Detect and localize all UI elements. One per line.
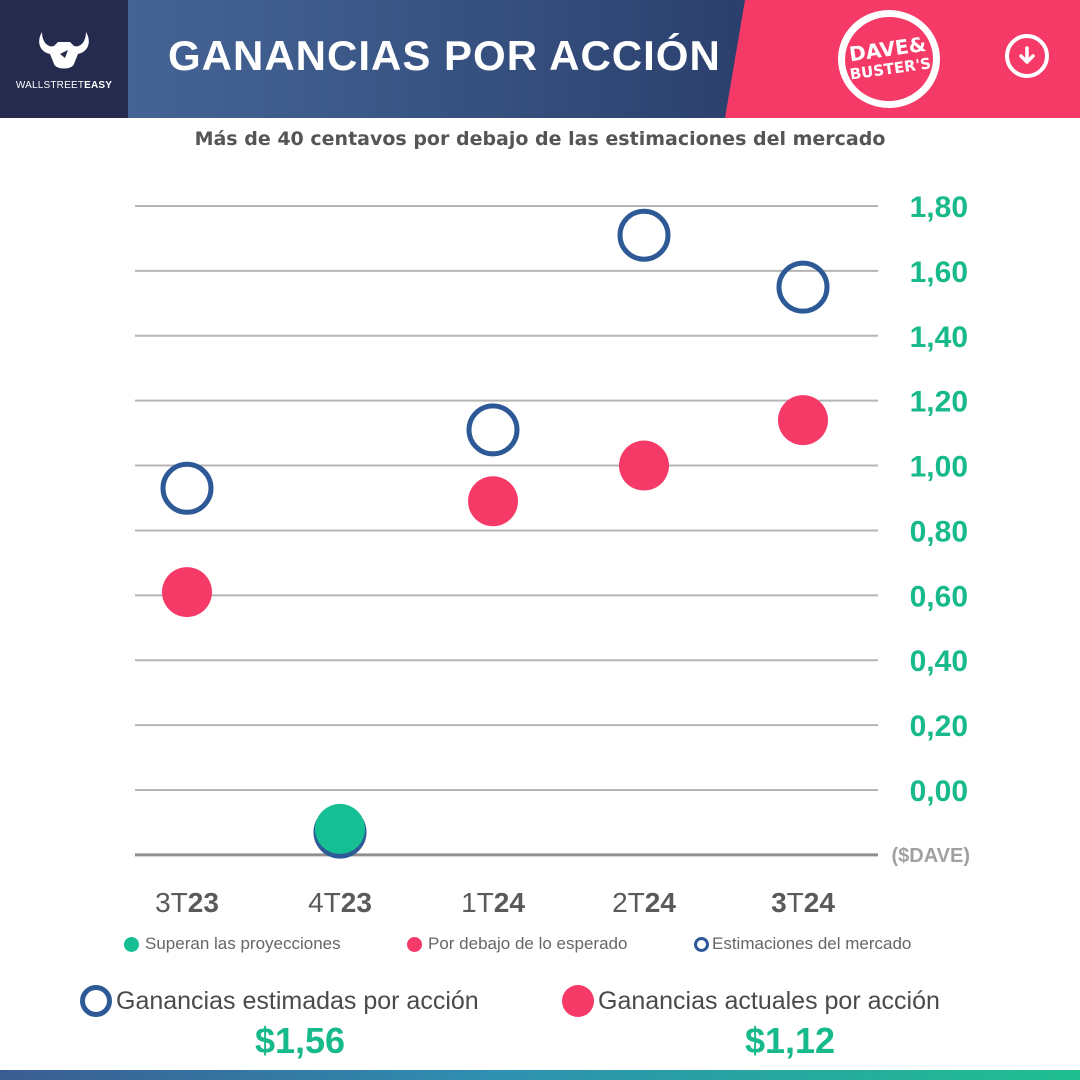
x-tick-label: 1T24 xyxy=(461,887,525,918)
y-tick-label: 0,20 xyxy=(910,710,968,743)
summary-actual: Ganancias actuales por acción xyxy=(562,985,940,1017)
logo-text: WALLSTREETEASY xyxy=(15,80,113,91)
y-tick-label: 0,40 xyxy=(910,645,968,678)
bottom-gradient-bar xyxy=(0,1070,1080,1080)
download-button[interactable] xyxy=(1005,34,1049,78)
x-tick-label: 2T24 xyxy=(612,887,676,918)
wallstreeteasy-logo[interactable]: WALLSTREETEASY xyxy=(0,0,128,118)
y-tick-label: 1,60 xyxy=(910,256,968,289)
y-tick-label: 1,80 xyxy=(910,191,968,224)
ticker-label: ($DAVE) xyxy=(891,845,970,867)
legend-item-miss: Por debajo de lo esperado xyxy=(407,932,627,956)
eps-chart: 1,80 1,60 1,40 1,20 1,00 0,80 0,60 0,40 0,20 0,00… xyxy=(135,191,970,918)
estimate-point xyxy=(160,461,214,515)
summary-actual-value: $1,12 xyxy=(744,1020,836,1061)
chart-subtitle: Más de 40 centavos por debajo de las est… xyxy=(194,128,886,150)
bull-icon xyxy=(39,32,89,69)
beat-dot-icon xyxy=(124,936,139,952)
legend-label-estimate: Estimaciones del mercado xyxy=(712,934,912,953)
summary-estimated-value: $1,56 xyxy=(254,1020,346,1061)
legend-item-estimate: Estimaciones del mercado xyxy=(694,932,911,956)
summary-estimated-label: Ganancias estimadas por acción xyxy=(116,986,479,1015)
actual-point xyxy=(619,440,669,491)
estimate-point xyxy=(466,403,520,457)
legend-label-beat: Superan las proyecciones xyxy=(145,934,341,953)
y-tick-label: 1,00 xyxy=(910,451,968,484)
download-arrow-icon xyxy=(1019,46,1035,64)
y-tick-label: 1,40 xyxy=(910,321,968,354)
summary-estimated: Ganancias estimadas por acción xyxy=(80,985,479,1017)
y-tick-label: 0,00 xyxy=(910,775,968,808)
estimate-ring-icon xyxy=(80,985,112,1017)
x-tick-label: 3T23 xyxy=(155,887,219,918)
estimate-point xyxy=(617,208,671,262)
x-tick-label: 4T23 xyxy=(308,887,372,918)
actual-point xyxy=(315,803,365,854)
legend-item-beat: Superan las proyecciones xyxy=(124,932,341,956)
summary-actual-label: Ganancias actuales por acción xyxy=(598,986,940,1015)
dave-busters-logo: DAVE& BUSTER'S xyxy=(838,10,940,108)
legend-label-miss: Por debajo de lo esperado xyxy=(428,934,628,953)
miss-dot-icon xyxy=(407,936,422,952)
estimate-ring-icon xyxy=(694,936,709,952)
estimate-point xyxy=(776,260,830,314)
y-tick-label: 0,80 xyxy=(910,515,968,548)
actual-point xyxy=(162,567,212,618)
y-tick-label: 0,60 xyxy=(910,580,968,613)
actual-dot-icon xyxy=(562,985,594,1017)
y-tick-label: 1,20 xyxy=(910,386,968,419)
actual-point xyxy=(778,395,828,446)
x-tick-label: 3T24 xyxy=(771,887,835,918)
actual-point xyxy=(468,476,518,527)
page-title: GANANCIAS POR ACCIÓN xyxy=(168,32,721,79)
